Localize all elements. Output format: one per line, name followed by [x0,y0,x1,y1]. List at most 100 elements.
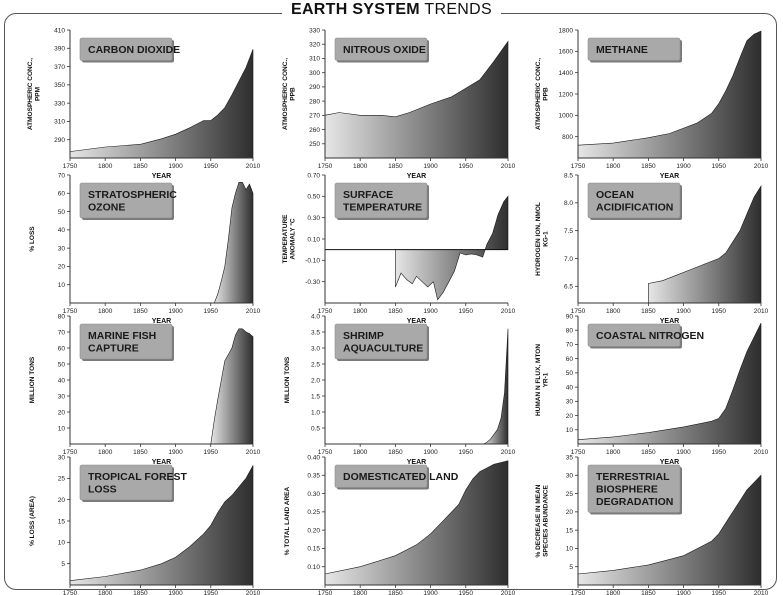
y-tick-label: 60 [58,191,66,198]
x-tick-label: 1750 [571,163,586,170]
y-tick-label: 1800 [559,27,574,34]
x-tick-label: 1850 [133,449,148,456]
chart-panel-domesticated-land: 0.10 0.15 0.20 0.25 0.30 0.35 0.40 1750 1800 1850… [284,454,516,595]
y-tick-label: -0.10 [305,258,320,265]
y-tick-label: 50 [566,370,574,377]
y-tick-label: 320 [309,42,320,49]
y-tick-label: 30 [566,399,574,406]
x-tick-label: 1950 [459,308,474,315]
x-tick-label: 1800 [353,449,368,456]
y-tick-label: 0.10 [307,236,320,243]
y-tick-label: 30 [58,245,66,252]
area-series-terrestrial-biosphere-degradation [577,474,762,586]
area-series-domesticated-land [324,460,509,586]
y-axis-label: MILLION TONS [284,356,291,403]
y-tick-label: 0.10 [307,564,320,571]
x-tick-label: 1950 [712,590,727,595]
area-series-ocean-acidification [648,185,762,304]
y-tick-label: 0.35 [307,473,320,480]
y-tick-label: 35 [566,454,574,461]
x-tick-label: 1800 [98,590,113,595]
title-box [79,464,173,501]
x-tick-label: 1750 [571,449,586,456]
y-tick-label: 10 [58,282,66,289]
x-tick-label: 1850 [641,308,656,315]
x-tick-label: 1750 [318,590,333,595]
x-tick-label: 1950 [712,308,727,315]
chart-panel-carbon-dioxide: 290 310 330 350 370 390 410 1750 1800 1850 1900 195… [27,27,261,180]
y-axis-label: HUMAN N FLUX, MTONYR-1 [535,344,550,416]
y-tick-label: 330 [54,100,65,107]
y-tick-label: 90 [566,313,574,320]
y-tick-label: 60 [58,345,66,352]
y-tick-label: 300 [309,70,320,77]
y-tick-label: 280 [309,98,320,105]
area-series-marine-fish-capture [210,328,254,445]
y-tick-label: 3.5 [311,329,320,336]
x-tick-label: 1750 [63,163,78,170]
y-tick-label: 80 [58,313,66,320]
chart-panel-ocean-acidification: 6.5 7.0 7.5 8.0 8.5 1750 1800 1850 1900 1950 2010 Y… [535,172,769,325]
chart-panel-surface-temperature: -0.30 -0.10 0.10 0.30 0.50 0.70 1750 1800 1850 19… [282,172,516,325]
y-tick-label: 20 [58,264,66,271]
title-box [334,37,428,61]
chart-panel-nitrous-oxide: 250 260 270 280 290 300 310 320 330 1750 1800 1850 1… [282,27,516,180]
y-tick-label: 40 [58,227,66,234]
x-tick-label: 1900 [676,449,691,456]
x-tick-label: 1850 [641,449,656,456]
x-tick-label: 1900 [676,590,691,595]
chart-title: NITROUS OXIDE [343,44,426,56]
y-tick-label: 350 [54,82,65,89]
x-tick-label: 1900 [423,590,438,595]
x-tick-label: 1850 [133,308,148,315]
chart-title: CARBON DIOXIDE [88,44,180,56]
x-tick-label: 1950 [204,590,219,595]
y-tick-label: 50 [58,209,66,216]
y-tick-label: 1600 [559,49,574,56]
y-tick-label: 1.0 [311,409,320,416]
y-axis-label: ATMOSPHERIC CONC.,PPB [535,58,550,130]
y-axis-label: MILLION TONS [29,356,36,403]
y-tick-label: 270 [309,113,320,120]
x-tick-label: 1900 [168,449,183,456]
y-tick-label: 3.0 [311,345,320,352]
x-tick-label: 1900 [168,308,183,315]
chart-title: MARINE FISH CAPTURE [88,330,156,355]
y-axis-label: ATMOSPHERIC CONC.,PPM [27,58,42,130]
area-series-methane [577,30,762,159]
y-tick-label: 50 [58,361,66,368]
x-tick-label: 1750 [571,308,586,315]
title-box [587,464,681,513]
x-axis-label: YEAR [660,318,679,325]
x-tick-label: 1750 [63,308,78,315]
x-tick-label: 1850 [133,590,148,595]
chart-panel-methane: 800 1000 1200 1400 1600 1800 1750 1800 1850 1900 1… [535,27,769,180]
y-tick-label: 20 [566,509,574,516]
chart-title: OCEAN ACIDIFICATION [596,189,673,214]
chart-title: TERRESTRIAL BIOSPHERE DEGRADATION [596,471,673,508]
x-tick-label: 1900 [168,590,183,595]
y-tick-label: 800 [562,134,573,141]
y-tick-label: 25 [58,476,66,483]
y-tick-label: 40 [566,384,574,391]
x-axis-label: YEAR [407,173,426,180]
y-tick-label: 80 [566,328,574,335]
x-tick-label: 1750 [63,449,78,456]
y-tick-label: 5 [61,561,65,568]
x-tick-label: 2010 [754,163,769,170]
chart-title: DOMESTICATED LAND [343,471,459,483]
x-tick-label: 2010 [246,308,261,315]
x-tick-label: 1800 [606,590,621,595]
x-tick-label: 2010 [754,308,769,315]
y-axis-label: TEMPERATUREANOMALY °C [282,214,297,264]
y-axis-label: HYDROGEN ION, NMOLKG-1 [535,202,550,276]
x-axis-label: YEAR [152,173,171,180]
x-tick-label: 1950 [204,449,219,456]
x-tick-label: 2010 [501,449,516,456]
title-rest-text: TRENDS [424,1,492,18]
title-box [587,323,681,347]
y-tick-label: 10 [566,546,574,553]
x-tick-label: 1800 [353,308,368,315]
area-series-carbon-dioxide [69,49,254,159]
y-axis-label: % LOSS [29,226,36,252]
